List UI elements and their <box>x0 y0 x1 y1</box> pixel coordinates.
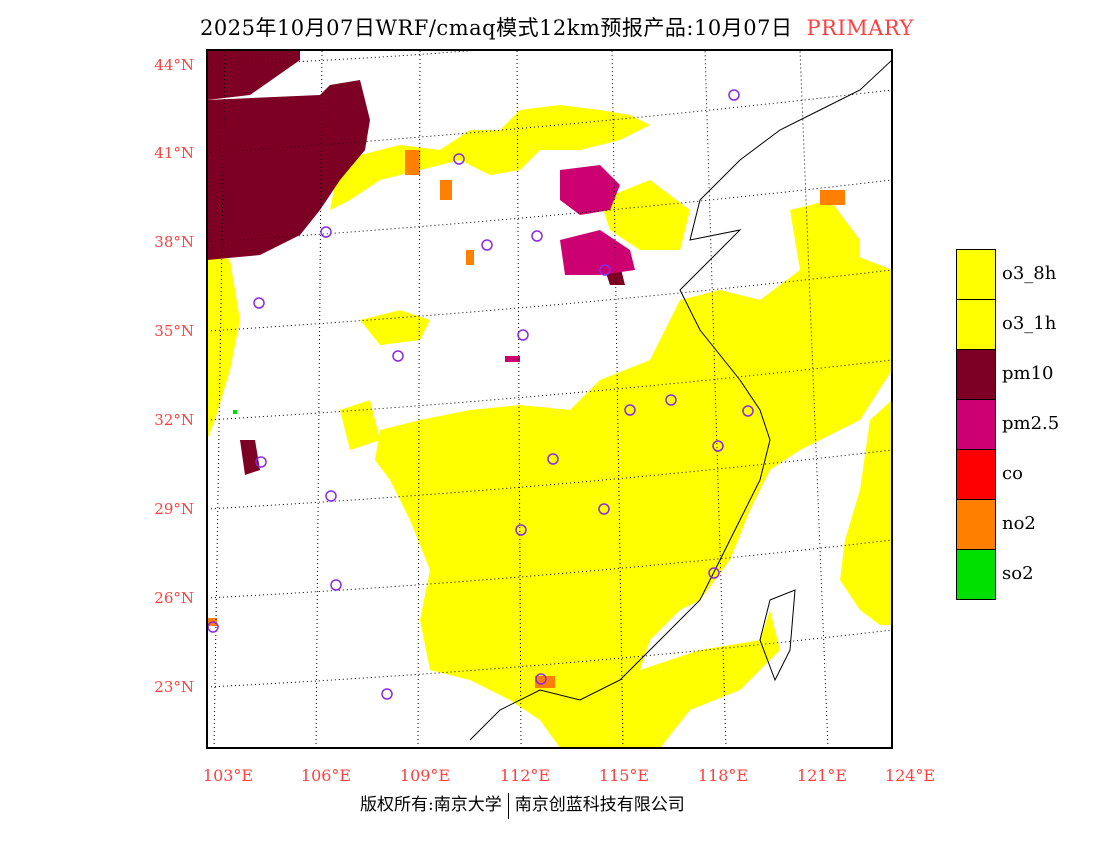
legend-swatch <box>956 449 996 499</box>
lat-label: 32°N <box>154 411 194 429</box>
station-marker <box>535 673 547 685</box>
station-marker <box>599 264 611 276</box>
legend-label: so2 <box>1002 563 1034 584</box>
lon-label: 121°E <box>796 766 848 785</box>
lat-label: 26°N <box>154 589 194 607</box>
station-marker <box>547 453 559 465</box>
divider <box>507 792 509 819</box>
station-marker <box>531 230 543 242</box>
station-marker <box>665 394 677 406</box>
copyright-right: 南京创蓝科技有限公司 <box>514 795 685 815</box>
lat-label: 29°N <box>154 500 194 518</box>
station-marker <box>392 350 404 362</box>
station-marker <box>381 688 393 700</box>
map-frame <box>206 49 893 749</box>
title-text: 2025年10月07日WRF/cmaq模式12km预报产品:10月07日 <box>200 16 793 40</box>
station-marker <box>517 329 529 341</box>
station-marker <box>742 405 754 417</box>
station-marker <box>330 579 342 591</box>
pm10-region <box>207 50 625 475</box>
lon-label: 106°E <box>300 766 352 785</box>
station-marker <box>253 297 265 309</box>
lon-label: 115°E <box>598 766 650 785</box>
station-marker <box>320 226 332 238</box>
coastline <box>469 59 892 741</box>
legend-label: co <box>1002 463 1023 484</box>
lon-label: 118°E <box>697 766 749 785</box>
legend-swatch <box>956 399 996 449</box>
legend-label: o3_8h <box>1002 263 1057 284</box>
legend-swatch <box>956 349 996 399</box>
station-marker <box>598 503 610 515</box>
lon-label: 103°E <box>202 766 254 785</box>
map-title: 2025年10月07日WRF/cmaq模式12km预报产品:10月07日 PRIM… <box>200 12 914 42</box>
so2-spot <box>233 410 237 414</box>
o3-region <box>207 105 892 748</box>
station-marker <box>712 440 724 452</box>
station-marker <box>453 153 465 165</box>
lon-label: 109°E <box>399 766 451 785</box>
station-marker <box>325 490 337 502</box>
legend-label: no2 <box>1002 513 1036 534</box>
legend-label: pm2.5 <box>1002 413 1060 434</box>
copyright-left: 版权所有:南京大学 <box>360 795 502 815</box>
copyright-footer: 版权所有:南京大学 南京创蓝科技有限公司 <box>360 790 685 819</box>
lat-label: 38°N <box>154 233 194 251</box>
legend-swatch <box>956 249 996 299</box>
lon-label: 124°E <box>884 766 936 785</box>
station-marker <box>515 524 527 536</box>
legend-swatch <box>956 499 996 549</box>
lat-label: 35°N <box>154 322 194 340</box>
lat-label: 41°N <box>154 144 194 162</box>
station-marker <box>255 456 267 468</box>
legend-label: pm10 <box>1002 363 1054 384</box>
lat-label: 44°N <box>154 56 194 74</box>
station-marker <box>728 89 740 101</box>
pm25-region <box>505 165 635 362</box>
lat-label: 23°N <box>154 678 194 696</box>
legend-label: o3_1h <box>1002 313 1057 334</box>
taiwan-outline <box>759 589 796 682</box>
legend-swatch <box>956 549 996 600</box>
station-marker <box>481 239 493 251</box>
legend-swatch <box>956 299 996 349</box>
lon-label: 112°E <box>499 766 551 785</box>
station-marker <box>624 404 636 416</box>
primary-tag: PRIMARY <box>806 16 914 40</box>
station-marker <box>708 567 720 579</box>
